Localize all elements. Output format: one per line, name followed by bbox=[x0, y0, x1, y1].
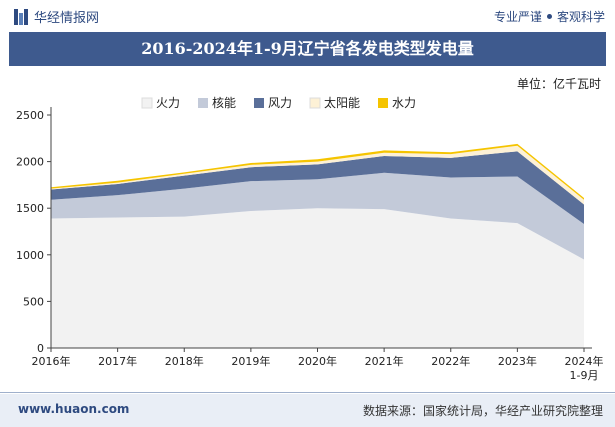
x-tick-label: 2018年 bbox=[165, 354, 204, 368]
footer-site[interactable]: www.huaon.com bbox=[18, 402, 130, 416]
y-tick-label: 0 bbox=[37, 342, 44, 355]
legend-label: 火力 bbox=[156, 96, 180, 110]
y-tick-label: 1500 bbox=[16, 202, 44, 215]
slogan-right: 客观科学 bbox=[556, 10, 605, 24]
x-tick-label: 2020年 bbox=[298, 354, 337, 368]
legend-swatch bbox=[254, 98, 264, 108]
legend-label: 风力 bbox=[268, 96, 292, 110]
footer-source: 数据来源：国家统计局，华经产业研究院整理 bbox=[362, 404, 603, 418]
legend-label: 太阳能 bbox=[324, 95, 360, 110]
slogan: 专业严谨 客观科学 bbox=[494, 8, 605, 25]
x-tick-label: 2022年 bbox=[431, 354, 470, 368]
x-tick-label: 2021年 bbox=[365, 354, 404, 368]
top-bar: 华经情报网 专业严谨 客观科学 bbox=[0, 0, 615, 32]
legend-swatch bbox=[141, 97, 153, 109]
legend-label: 水力 bbox=[392, 96, 416, 110]
unit-label: 单位：亿千瓦时 bbox=[516, 77, 601, 91]
footer: www.huaon.com 数据来源：国家统计局，华经产业研究院整理 bbox=[0, 394, 615, 427]
x-tick-label: 1-9月 bbox=[570, 369, 599, 382]
legend-label: 核能 bbox=[212, 96, 236, 110]
legend-swatch bbox=[198, 98, 208, 108]
logo-icon bbox=[14, 8, 28, 25]
x-tick-label: 2016年 bbox=[32, 354, 71, 368]
x-tick-label: 2017年 bbox=[98, 354, 137, 368]
y-tick-label: 1000 bbox=[16, 249, 44, 262]
area-series-0 bbox=[51, 208, 584, 348]
x-tick-label: 2019年 bbox=[231, 354, 270, 368]
legend-swatch bbox=[378, 98, 388, 108]
brand-name: 华经情报网 bbox=[34, 11, 100, 26]
slogan-dot-icon bbox=[546, 14, 552, 19]
area-series-1 bbox=[51, 172, 584, 260]
legend-swatch bbox=[309, 97, 321, 109]
brand: 华经情报网 bbox=[14, 7, 99, 26]
y-tick-label: 500 bbox=[23, 295, 44, 308]
y-tick-label: 2500 bbox=[16, 109, 44, 122]
area-series-2 bbox=[51, 151, 584, 225]
y-tick-label: 2000 bbox=[16, 156, 44, 169]
x-tick-label: 2023年 bbox=[498, 354, 537, 368]
footer-divider bbox=[0, 392, 615, 393]
chart-title: 2016-2024年1-9月辽宁省各发电类型发电量 bbox=[9, 32, 606, 66]
slogan-left: 专业严谨 bbox=[493, 10, 542, 24]
x-tick-label: 2024年 bbox=[565, 354, 604, 368]
stacked-area-chart: 0 500 1000 1500 2000 2500 2016年 2017年 2018年 2019年… bbox=[16, 95, 604, 382]
